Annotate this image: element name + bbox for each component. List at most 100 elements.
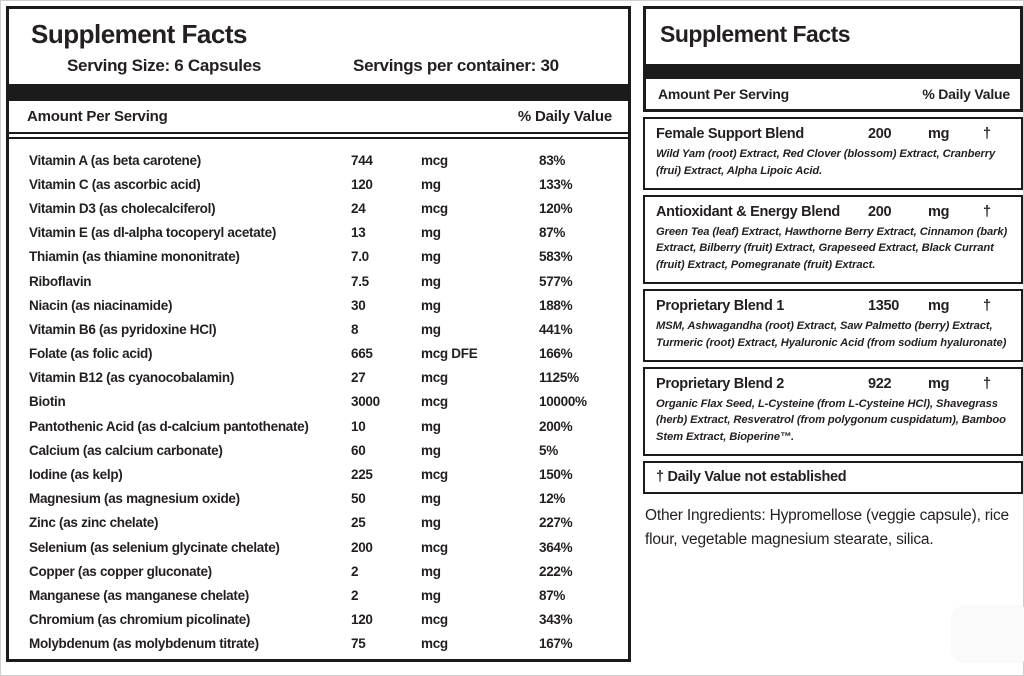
blend-amount: 922 — [868, 375, 892, 392]
nutrient-name: Vitamin A (as beta carotene) — [29, 152, 201, 168]
servings-per-container-text: Servings per container: 30 — [353, 56, 559, 75]
nutrient-unit: mcg — [421, 394, 448, 410]
nutrient-amount: 7.5 — [351, 273, 369, 289]
nutrient-daily-value: 83% — [539, 152, 566, 168]
table-row: Manganese (as manganese chelate) 2 mg 87… — [29, 583, 612, 607]
table-row: Folate (as folic acid) 665 mcg DFE 166% — [29, 342, 612, 366]
nutrient-name: Molybdenum (as molybdenum titrate) — [29, 636, 259, 652]
serving-size-text: Serving Size: 6 Capsules — [67, 56, 262, 75]
blend-section: Female Support Blend 200 mg † Wild Yam (… — [643, 117, 1023, 190]
nutrient-amount: 120 — [351, 176, 373, 192]
table-row: Iodine (as kelp) 225 mcg 150% — [29, 462, 612, 486]
nutrient-amount: 744 — [351, 152, 373, 168]
nutrient-daily-value: 222% — [539, 563, 573, 579]
column-header-row: Amount Per Serving % Daily Value — [646, 79, 1020, 109]
divider-bar — [646, 64, 1020, 79]
nutrient-daily-value: 133% — [539, 176, 573, 192]
nutrient-amount: 27 — [351, 370, 366, 386]
blend-ingredients: Wild Yam (root) Extract, Red Clover (blo… — [656, 148, 996, 177]
nutrient-name: Copper (as copper gluconate) — [29, 563, 212, 579]
nutrient-unit: mcg — [421, 636, 448, 652]
nutrient-daily-value: 12% — [539, 491, 566, 507]
nutrient-unit: mcg — [421, 539, 448, 555]
table-row: Vitamin C (as ascorbic acid) 120 mg 133% — [29, 172, 612, 196]
nutrient-daily-value: 87% — [539, 225, 566, 241]
table-row: Biotin 3000 mcg 10000% — [29, 390, 612, 414]
nutrient-amount: 7.0 — [351, 249, 369, 265]
nutrient-amount: 665 — [351, 346, 373, 362]
nutrient-unit: mg — [421, 563, 441, 579]
nutrient-name: Vitamin D3 (as cholecalciferol) — [29, 200, 216, 216]
blend-name: Female Support Blend — [656, 126, 804, 142]
nutrient-unit: mcg — [421, 467, 448, 483]
blend-daily-value-dagger: † — [983, 375, 991, 392]
nutrient-name: Selenium (as selenium glycinate chelate) — [29, 539, 280, 555]
blend-daily-value-dagger: † — [983, 126, 991, 142]
blend-section: Proprietary Blend 1 1350 mg † MSM, Ashwa… — [643, 288, 1023, 362]
blend-unit: mg — [928, 297, 950, 314]
nutrient-daily-value: 227% — [539, 515, 573, 531]
nutrient-name: Vitamin B6 (as pyridoxine HCl) — [29, 321, 217, 337]
nutrient-name: Magnesium (as magnesium oxide) — [29, 491, 240, 507]
table-row: Selenium (as selenium glycinate chelate)… — [29, 535, 612, 559]
nutrient-name: Manganese (as manganese chelate) — [29, 587, 249, 603]
supplement-facts-panel-right: Supplement Facts Amount Per Serving % Da… — [643, 6, 1023, 552]
blend-name: Proprietary Blend 2 — [656, 375, 785, 392]
table-row: Vitamin A (as beta carotene) 744 mcg 83% — [29, 148, 612, 172]
nutrient-name: Vitamin C (as ascorbic acid) — [29, 176, 201, 192]
blend-header-row: Female Support Blend 200 mg † — [656, 126, 1011, 142]
nutrient-daily-value: 87% — [539, 587, 566, 603]
nutrient-unit: mg — [421, 321, 441, 337]
nutrient-name: Pantothenic Acid (as d-calcium pantothen… — [29, 418, 309, 434]
daily-value-footnote: † Daily Value not established — [643, 460, 1023, 494]
daily-value-header: % Daily Value — [517, 108, 612, 125]
nutrient-daily-value: 364% — [539, 539, 573, 555]
nutrient-amount: 200 — [351, 539, 373, 555]
nutrient-unit: mg — [421, 515, 441, 531]
blend-header-row: Antioxidant & Energy Blend 200 mg † — [656, 204, 1011, 220]
nutrient-amount: 8 — [351, 321, 359, 337]
nutrient-amount: 60 — [351, 442, 366, 458]
blend-name: Proprietary Blend 1 — [656, 297, 785, 314]
nutrient-amount: 50 — [351, 491, 366, 507]
nutrient-amount: 10 — [351, 418, 366, 434]
nutrient-unit: mg — [421, 273, 441, 289]
table-row: Calcium (as calcium carbonate) 60 mg 5% — [29, 438, 612, 462]
blend-unit: mg — [928, 203, 950, 220]
table-row: Vitamin E (as dl-alpha tocoperyl acetate… — [29, 221, 612, 245]
table-row: Zinc (as zinc chelate) 25 mg 227% — [29, 511, 612, 535]
nutrient-amount: 2 — [351, 563, 359, 579]
blend-amount: 200 — [868, 203, 892, 220]
nutrient-daily-value: 343% — [539, 612, 573, 628]
nutrient-unit: mcg — [421, 152, 448, 168]
nutrient-daily-value: 10000% — [539, 394, 587, 410]
nutrient-amount: 75 — [351, 636, 366, 652]
nutrient-table: Vitamin A (as beta carotene) 744 mcg 83%… — [9, 137, 628, 659]
table-row: Riboflavin 7.5 mg 577% — [29, 269, 612, 293]
nutrient-unit: mg — [421, 176, 441, 192]
panel-title: Supplement Facts — [31, 19, 247, 49]
blend-header-row: Proprietary Blend 1 1350 mg † — [656, 298, 1011, 314]
nutrient-daily-value: 577% — [539, 273, 573, 289]
nutrient-name: Chromium (as chromium picolinate) — [29, 612, 251, 628]
nutrient-amount: 25 — [351, 515, 366, 531]
supplement-facts-panel-left: Supplement Facts Serving Size: 6 Capsule… — [6, 6, 631, 662]
panel-title: Supplement Facts — [660, 21, 851, 47]
nutrient-unit: mcg — [421, 200, 448, 216]
nutrient-name: Iodine (as kelp) — [29, 467, 123, 483]
nutrient-amount: 225 — [351, 467, 373, 483]
blend-unit: mg — [928, 126, 950, 142]
blend-ingredients: Green Tea (leaf) Extract, Hawthorne Berr… — [656, 225, 1008, 272]
nutrient-unit: mg — [421, 587, 441, 603]
nutrient-unit: mg — [421, 249, 441, 265]
nutrient-unit: mg — [421, 418, 441, 434]
nutrient-unit: mcg DFE — [421, 346, 478, 362]
nutrient-daily-value: 166% — [539, 346, 573, 362]
blend-unit: mg — [928, 375, 950, 392]
amount-per-serving-header: Amount Per Serving — [27, 108, 168, 125]
nutrient-unit: mg — [421, 491, 441, 507]
table-row: Copper (as copper gluconate) 2 mg 222% — [29, 559, 612, 583]
blend-header-row: Proprietary Blend 2 922 mg † — [656, 376, 1011, 392]
column-header-row: Amount Per Serving % Daily Value — [9, 101, 628, 134]
blend-name: Antioxidant & Energy Blend — [656, 203, 840, 220]
